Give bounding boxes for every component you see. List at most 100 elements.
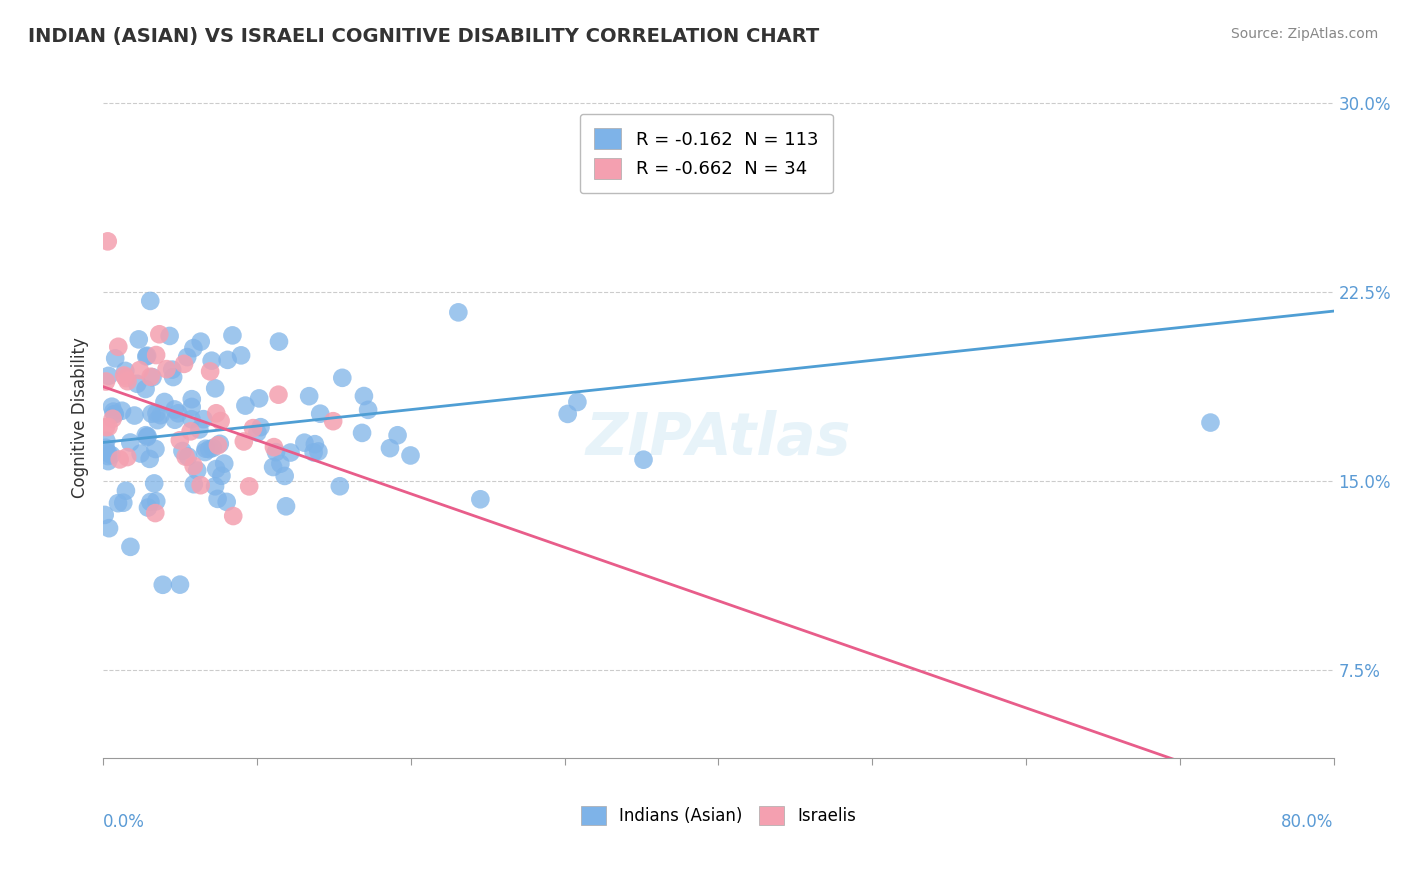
Point (357, 402, 380, 417)
Point (111, 403, 134, 417)
Point (159, 329, 181, 343)
Point (221, 328, 243, 343)
Point (100, 448, 122, 462)
Point (97, 449, 120, 463)
Point (1199, 416, 1222, 430)
Point (242, 421, 264, 435)
Point (162, 370, 184, 384)
Point (136, 430, 159, 444)
Point (169, 434, 191, 448)
Point (378, 441, 401, 455)
Point (229, 348, 252, 362)
Point (294, 435, 316, 450)
Point (205, 462, 228, 476)
Point (304, 437, 326, 451)
Point (117, 374, 139, 388)
Point (143, 476, 166, 491)
Point (143, 506, 166, 520)
Point (267, 334, 290, 349)
Point (136, 349, 159, 363)
Point (97, 420, 120, 434)
Point (97, 368, 120, 383)
Point (120, 435, 142, 450)
Point (176, 350, 198, 364)
Point (112, 368, 135, 383)
Point (139, 495, 162, 509)
Point (104, 407, 127, 421)
Point (114, 364, 136, 378)
Point (167, 406, 190, 420)
Text: 80.0%: 80.0% (1281, 813, 1333, 830)
Point (97, 235, 120, 249)
Point (163, 413, 186, 427)
Point (101, 411, 124, 425)
Point (353, 389, 375, 403)
Point (201, 441, 224, 455)
Point (108, 452, 131, 467)
Point (138, 451, 160, 466)
Point (120, 540, 142, 554)
Point (207, 438, 229, 452)
Point (124, 409, 146, 423)
Point (387, 428, 409, 442)
Point (145, 348, 167, 362)
Point (145, 494, 167, 508)
Point (146, 413, 169, 427)
Point (173, 357, 195, 371)
Point (103, 407, 125, 421)
Point (274, 500, 297, 514)
Point (172, 444, 194, 458)
Point (128, 332, 150, 346)
Point (269, 457, 291, 471)
Point (470, 492, 492, 507)
Point (96, 434, 118, 448)
Point (169, 577, 191, 591)
Point (267, 387, 290, 401)
Point (447, 305, 470, 319)
Point (567, 395, 589, 409)
Point (136, 500, 159, 515)
Point (115, 483, 138, 498)
Point (183, 477, 205, 491)
Point (322, 414, 344, 428)
Point (148, 327, 170, 342)
Point (127, 376, 149, 391)
Point (180, 400, 202, 414)
Point (190, 478, 212, 492)
Point (139, 293, 162, 308)
Point (280, 445, 302, 459)
Point (246, 425, 269, 440)
Point (232, 434, 254, 449)
Point (329, 479, 352, 493)
Point (222, 509, 245, 524)
Point (298, 389, 321, 403)
Point (141, 370, 163, 384)
Point (149, 409, 172, 423)
Point (302, 445, 325, 459)
Point (180, 412, 202, 426)
Point (201, 353, 224, 368)
Point (180, 425, 202, 439)
Point (107, 496, 129, 510)
Point (115, 450, 138, 464)
Point (135, 350, 157, 364)
Point (215, 495, 238, 509)
Point (307, 444, 329, 458)
Point (155, 362, 177, 376)
Point (183, 341, 205, 355)
Point (557, 407, 579, 421)
Legend: Indians (Asian), Israelis: Indians (Asian), Israelis (574, 799, 863, 831)
Point (238, 479, 260, 493)
Point (163, 402, 186, 417)
Point (309, 407, 332, 421)
Point (194, 442, 217, 456)
Point (212, 457, 235, 471)
Point (198, 364, 221, 378)
Point (399, 449, 422, 463)
Point (273, 469, 295, 483)
Text: Source: ZipAtlas.com: Source: ZipAtlas.com (1230, 27, 1378, 41)
Point (183, 458, 205, 473)
Point (107, 340, 129, 354)
Point (204, 479, 226, 493)
Point (198, 442, 221, 457)
